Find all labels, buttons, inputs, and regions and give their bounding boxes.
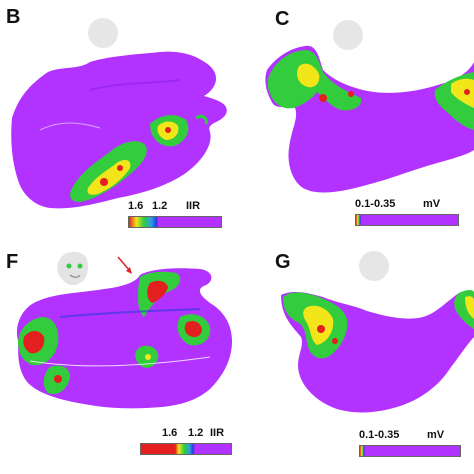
mesh-line bbox=[29, 356, 211, 367]
panel-letter: C bbox=[275, 8, 290, 30]
color-scale-bar bbox=[140, 443, 232, 455]
scar-focus bbox=[165, 127, 171, 133]
panel-g: G 0.1-0.35 mV bbox=[237, 237, 474, 474]
scar-core bbox=[184, 321, 202, 337]
scar-core bbox=[451, 78, 474, 108]
scale-high-label: 1.2 bbox=[188, 427, 204, 439]
scar-focus bbox=[464, 89, 470, 95]
color-scale-bar bbox=[355, 214, 459, 226]
panel-c: C 0.1-0.35 mV bbox=[237, 0, 474, 237]
scar-edge bbox=[195, 114, 208, 125]
scar-core bbox=[465, 296, 474, 319]
voltage-scale: 0.1-0.35 mV bbox=[359, 429, 465, 465]
annotation-arrow-icon bbox=[117, 256, 132, 274]
scar-focus bbox=[54, 375, 62, 383]
atrium-map-g bbox=[281, 290, 474, 413]
scale-unit-label: mV bbox=[423, 198, 441, 210]
atrium-map-b bbox=[11, 51, 227, 209]
scar-core bbox=[147, 280, 168, 303]
scar-focus bbox=[317, 325, 325, 333]
scar-focus bbox=[117, 165, 123, 171]
mesh-line bbox=[89, 79, 181, 91]
scar-core bbox=[303, 305, 334, 345]
mesh-line bbox=[59, 308, 201, 318]
head-orientation-icon bbox=[333, 20, 363, 50]
scar-focus bbox=[100, 178, 108, 186]
panel-letter: B bbox=[6, 6, 21, 28]
scale-unit-label: IIR bbox=[186, 200, 201, 212]
color-scale-bar bbox=[128, 216, 222, 228]
scale-low-label: 1.6 bbox=[162, 427, 178, 439]
iir-scale: 1.6 1.2 IIR bbox=[128, 200, 222, 236]
scar-focus bbox=[319, 94, 327, 102]
atrium-map-c bbox=[265, 45, 474, 193]
panel-f: F 1.6 1.2 IIR bbox=[0, 237, 237, 474]
atrium-map-f bbox=[16, 251, 232, 409]
scale-unit-label: IIR bbox=[210, 427, 225, 439]
scale-range-label: 0.1-0.35 bbox=[355, 198, 396, 210]
scar-core bbox=[23, 331, 45, 354]
panel-letter: F bbox=[6, 251, 19, 273]
head-orientation-icon bbox=[57, 251, 88, 286]
scar-focus bbox=[332, 338, 338, 344]
atrium-shape bbox=[16, 268, 232, 409]
mesh-line bbox=[39, 122, 101, 131]
panel-letter: G bbox=[275, 251, 291, 273]
head-orientation-icon bbox=[359, 251, 389, 281]
head-orientation-icon bbox=[88, 18, 118, 48]
atrium-shape bbox=[11, 51, 227, 209]
scale-range-label: 0.1-0.35 bbox=[359, 429, 400, 441]
scar-core bbox=[297, 63, 320, 88]
scale-low-label: 1.6 bbox=[128, 200, 144, 212]
panel-b: B 1.6 1.2 IIR bbox=[0, 0, 237, 237]
scale-high-label: 1.2 bbox=[152, 200, 168, 212]
voltage-scale: 0.1-0.35 mV bbox=[355, 198, 463, 234]
scar-focus bbox=[145, 354, 151, 360]
scar-focus bbox=[348, 91, 354, 97]
color-scale-bar bbox=[359, 445, 461, 457]
iir-scale: 1.6 1.2 IIR bbox=[140, 427, 234, 463]
scale-unit-label: mV bbox=[427, 429, 445, 441]
